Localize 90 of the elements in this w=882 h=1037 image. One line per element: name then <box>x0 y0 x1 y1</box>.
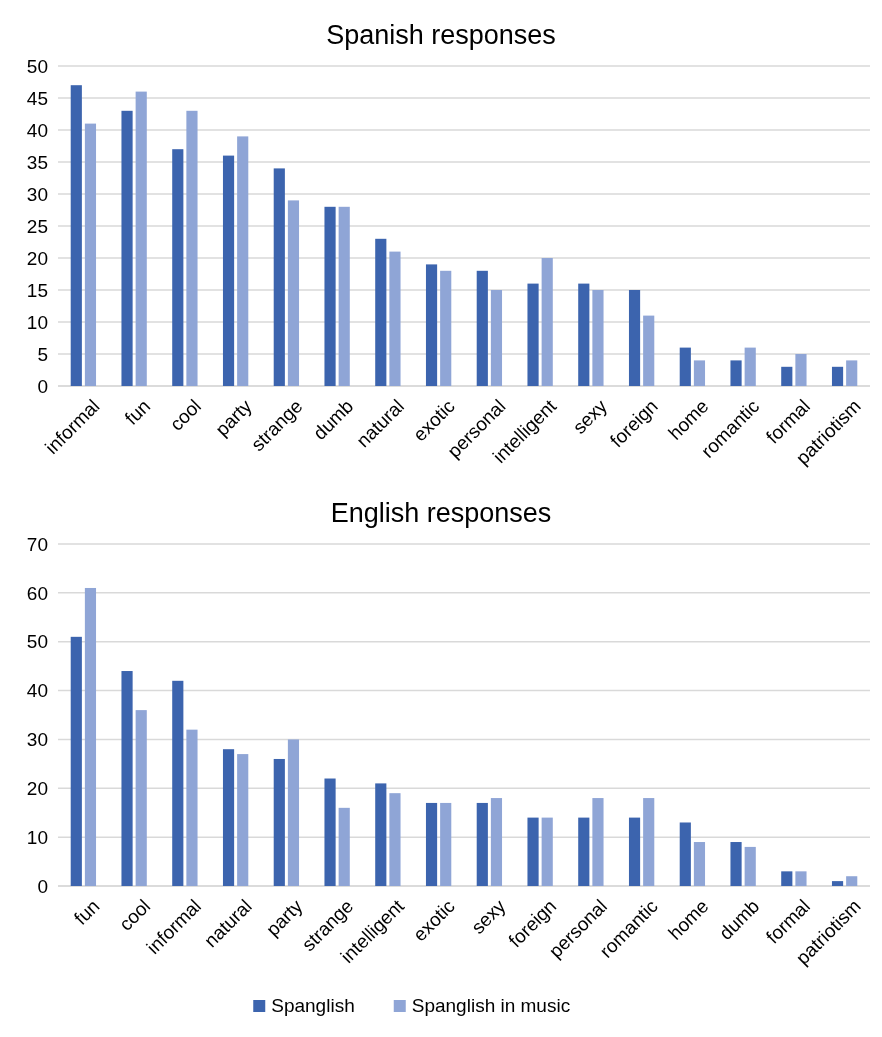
y-tick-label: 30 <box>26 183 48 205</box>
bar <box>324 778 336 886</box>
bar <box>592 290 604 386</box>
bar <box>541 817 553 886</box>
bar <box>172 680 184 886</box>
bar <box>389 793 401 886</box>
bar <box>84 587 97 886</box>
y-tick-label: 40 <box>26 119 48 141</box>
bar <box>831 881 844 886</box>
x-tick-label: fun <box>120 395 155 429</box>
bar <box>476 270 488 386</box>
bar <box>795 871 807 886</box>
bar <box>121 110 133 386</box>
y-tick-label: 45 <box>26 87 48 109</box>
bar <box>846 360 858 386</box>
y-tick-label: 20 <box>26 777 48 799</box>
bar <box>237 136 249 386</box>
bar <box>578 283 590 386</box>
y-tick-label: 10 <box>26 826 48 848</box>
bar <box>730 842 742 886</box>
y-tick-label: 0 <box>37 375 48 397</box>
bar <box>578 817 590 886</box>
bar <box>679 347 691 386</box>
bar <box>781 366 793 386</box>
bar <box>273 168 285 386</box>
y-tick-label: 10 <box>26 311 48 333</box>
bar <box>476 802 488 886</box>
bar <box>490 798 503 886</box>
bar <box>744 846 756 886</box>
bar <box>186 110 198 386</box>
bar <box>527 283 539 386</box>
bar <box>643 798 655 886</box>
bar <box>70 85 82 386</box>
y-tick-label: 20 <box>26 247 48 269</box>
y-tick-label: 50 <box>26 631 48 653</box>
bar <box>222 155 235 386</box>
bar <box>679 822 691 886</box>
bar <box>425 802 438 886</box>
bar <box>135 710 147 886</box>
bar <box>490 290 503 386</box>
bar <box>628 817 641 886</box>
bar <box>730 360 742 386</box>
bar <box>324 206 336 386</box>
bar <box>172 149 184 386</box>
chart-title: Spanish responses <box>326 20 556 50</box>
bar <box>425 264 438 386</box>
bar <box>527 817 539 886</box>
bar <box>440 802 452 886</box>
y-tick-label: 40 <box>26 680 48 702</box>
y-tick-label: 60 <box>26 582 48 604</box>
y-tick-label: 0 <box>37 875 48 897</box>
bar <box>338 807 350 886</box>
x-tick-label: fun <box>70 895 104 929</box>
legend-label: Spanglish <box>271 995 355 1016</box>
y-tick-label: 30 <box>26 729 48 751</box>
bar <box>237 754 249 886</box>
bar <box>440 270 452 386</box>
bar <box>693 842 706 886</box>
bar <box>389 251 401 386</box>
bar <box>287 200 300 386</box>
y-tick-label: 70 <box>26 533 48 555</box>
chart-title: English responses <box>330 498 552 528</box>
bar <box>375 783 387 886</box>
legend-label: Spanglish in music <box>411 995 571 1016</box>
y-tick-label: 25 <box>26 215 48 237</box>
bar <box>592 798 604 886</box>
x-tick-label: cool <box>165 395 206 435</box>
bar <box>744 347 756 386</box>
bar <box>222 749 235 886</box>
bar <box>273 758 285 886</box>
bar <box>628 290 641 386</box>
bar <box>135 91 147 386</box>
bar <box>338 206 350 386</box>
bar <box>541 258 553 386</box>
y-tick-label: 50 <box>26 55 48 77</box>
bar <box>375 238 387 386</box>
bar <box>795 354 807 386</box>
bar <box>693 360 706 386</box>
y-tick-label: 5 <box>37 343 48 365</box>
bar <box>831 366 844 386</box>
bar <box>781 871 793 886</box>
bar <box>186 729 198 886</box>
y-tick-label: 15 <box>26 279 48 301</box>
y-tick-label: 35 <box>26 151 48 173</box>
bar <box>70 636 82 886</box>
bar <box>846 876 858 886</box>
bar <box>643 315 655 386</box>
bar <box>84 123 97 386</box>
bar <box>287 739 300 886</box>
bar <box>121 671 133 886</box>
